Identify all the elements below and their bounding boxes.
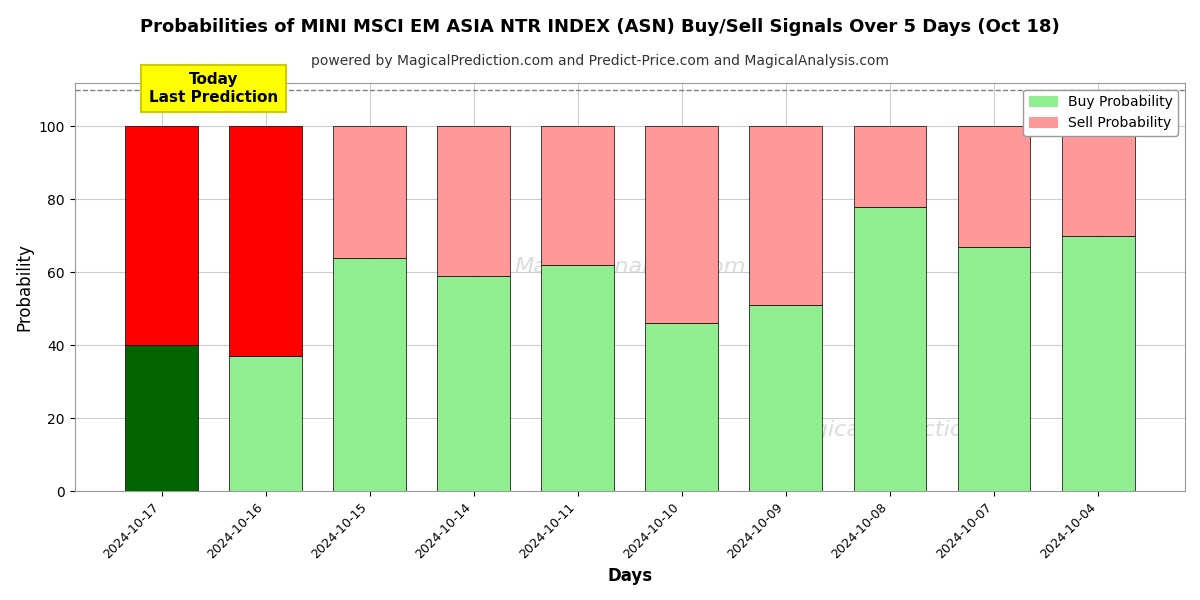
Bar <box>958 247 1031 491</box>
Text: MagicalPrediction.com: MagicalPrediction.com <box>782 420 1033 440</box>
Bar <box>750 127 822 305</box>
Text: MagicalAnalysis.com: MagicalAnalysis.com <box>514 257 745 277</box>
Bar <box>853 206 926 491</box>
Bar <box>646 323 719 491</box>
Bar <box>1062 127 1134 236</box>
Legend: Buy Probability, Sell Probability: Buy Probability, Sell Probability <box>1024 89 1178 136</box>
Bar <box>1062 236 1134 491</box>
X-axis label: Days: Days <box>607 567 653 585</box>
Bar <box>958 127 1031 247</box>
Bar <box>541 127 614 265</box>
Bar <box>750 305 822 491</box>
Text: Today
Last Prediction: Today Last Prediction <box>149 72 278 104</box>
Bar <box>853 127 926 206</box>
Text: powered by MagicalPrediction.com and Predict-Price.com and MagicalAnalysis.com: powered by MagicalPrediction.com and Pre… <box>311 54 889 68</box>
Bar <box>125 346 198 491</box>
Bar <box>646 127 719 323</box>
Bar <box>125 127 198 346</box>
Bar <box>541 265 614 491</box>
Bar <box>334 127 406 258</box>
Y-axis label: Probability: Probability <box>16 243 34 331</box>
Bar <box>229 127 302 356</box>
Bar <box>334 258 406 491</box>
Bar <box>229 356 302 491</box>
Bar <box>437 276 510 491</box>
Bar <box>437 127 510 276</box>
Text: Probabilities of MINI MSCI EM ASIA NTR INDEX (ASN) Buy/Sell Signals Over 5 Days : Probabilities of MINI MSCI EM ASIA NTR I… <box>140 18 1060 36</box>
